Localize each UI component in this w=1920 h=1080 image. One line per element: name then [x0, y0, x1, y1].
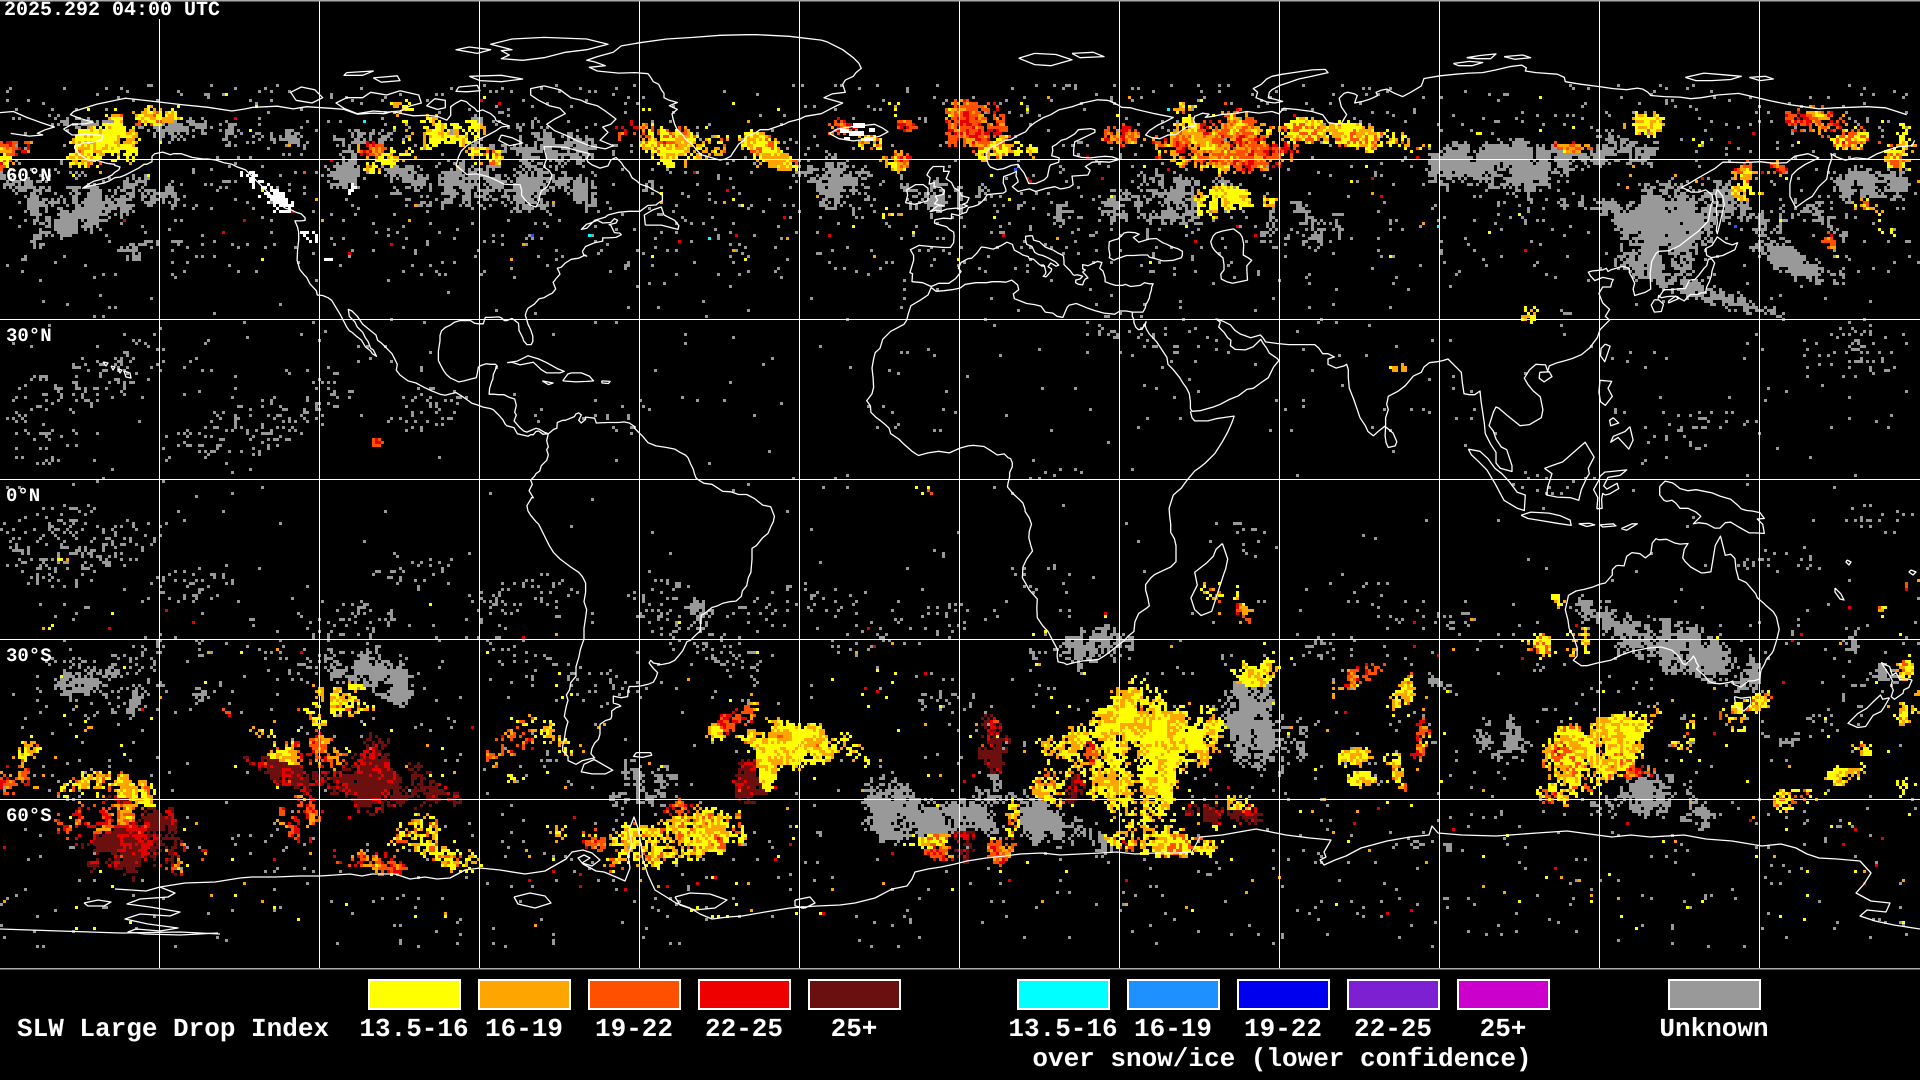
svg-text:22-25: 22-25 — [705, 1014, 783, 1044]
svg-text:25+: 25+ — [831, 1014, 878, 1044]
svg-text:60°N: 60°N — [6, 165, 52, 187]
svg-text:2025.292 04:00 UTC: 2025.292 04:00 UTC — [4, 0, 220, 22]
svg-text:13.5-16: 13.5-16 — [1008, 1014, 1117, 1044]
svg-text:30°S: 30°S — [6, 645, 52, 667]
svg-text:16-19: 16-19 — [485, 1014, 563, 1044]
svg-text:25+: 25+ — [1480, 1014, 1527, 1044]
svg-text:over snow/ice (lower confidenc: over snow/ice (lower confidence) — [1032, 1044, 1531, 1074]
svg-text:60°S: 60°S — [6, 805, 52, 827]
svg-text:19-22: 19-22 — [595, 1014, 673, 1044]
svg-text:13.5-16: 13.5-16 — [359, 1014, 468, 1044]
svg-text:SLW Large Drop Index: SLW Large Drop Index — [17, 1014, 329, 1044]
svg-text:0°N: 0°N — [6, 485, 40, 507]
svg-text:Unknown: Unknown — [1659, 1014, 1768, 1044]
svg-text:22-25: 22-25 — [1354, 1014, 1432, 1044]
svg-text:19-22: 19-22 — [1244, 1014, 1322, 1044]
svg-text:16-19: 16-19 — [1134, 1014, 1212, 1044]
svg-text:30°N: 30°N — [6, 325, 52, 347]
